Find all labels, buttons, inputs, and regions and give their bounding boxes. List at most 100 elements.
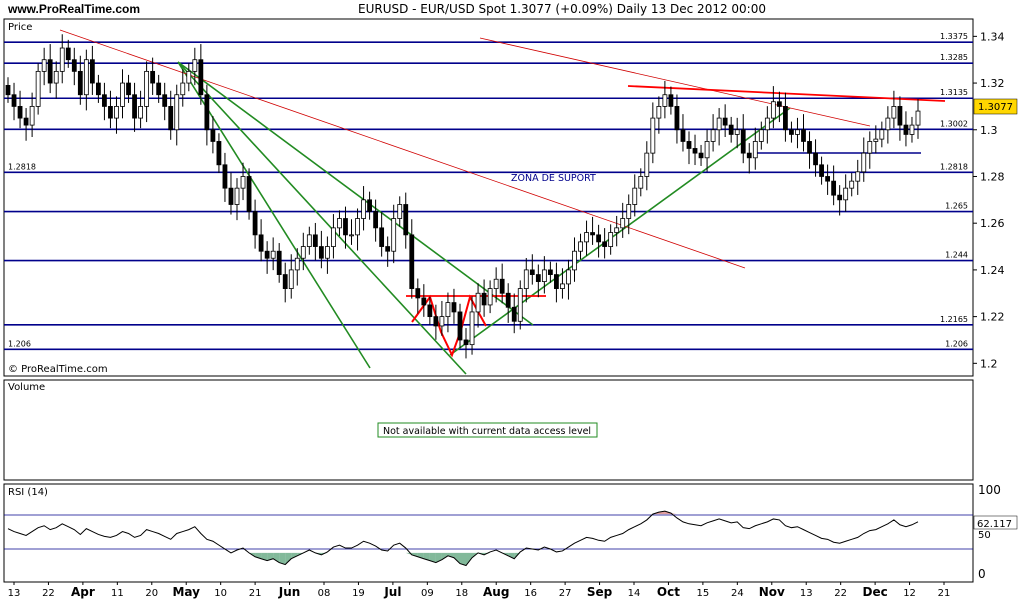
candle-body [270,250,276,259]
candle-body [391,218,397,252]
candle-body [469,311,475,346]
candle-body [5,84,11,96]
candle-body [554,274,559,289]
candle-body [758,129,764,142]
candle-body [385,246,391,252]
candle-body [138,106,143,119]
candle-body [547,269,553,275]
rsi-panel[interactable] [3,483,974,583]
candle-body [867,141,873,154]
trendlines [59,29,946,375]
candle-body [535,274,541,282]
rsi-tick-0: 0 [978,567,986,581]
candle-body [252,211,258,236]
date-tick-label: Aug [483,585,509,599]
level-label: 1.206 [945,339,968,348]
green-uptrend-line [449,107,791,356]
level-label: 1.265 [945,202,968,211]
candle-body [849,180,855,189]
candle-body [626,204,632,219]
candle-body [240,176,246,189]
candle-body [47,59,53,84]
candle-body [108,106,113,119]
candle-body [740,129,746,154]
candle-body [885,117,891,131]
candle-body [475,292,481,313]
candle-body [801,129,806,142]
candle-body [180,82,186,96]
candle-body [861,152,867,173]
candle-body [511,306,517,322]
candle-body [361,199,366,219]
date-tick-label: 19 [352,588,365,599]
candle-body [463,339,469,346]
candle-body [403,204,409,236]
candle-body [246,176,252,212]
candle-body [433,316,439,327]
candle-body [523,269,529,289]
level-label-left: 1.2818 [8,162,36,171]
level-label: 1.244 [945,251,968,260]
candle-body [337,218,342,229]
level-label: 1.2165 [940,315,968,324]
candle-body [355,218,360,236]
red-downtrend-line-2 [479,37,871,127]
candle-body [746,152,752,159]
date-tick-label: 15 [697,588,710,599]
level-label: 1.3135 [940,88,968,97]
date-tick-label: Oct [657,585,680,599]
level-label: 1.2818 [940,162,968,171]
candle-body [493,278,499,289]
candle-body [168,106,174,131]
candle-body [674,106,680,131]
candle-body [819,164,824,177]
last-price-badge [973,98,1018,115]
candle-body [312,234,318,247]
candle-body [879,129,885,140]
candle-body [915,110,921,126]
price-tick-label: 1.32 [980,77,1005,90]
candle-body [457,311,463,341]
candle-body [17,106,23,119]
candle-body [132,94,137,119]
date-tick-label: Dec [863,585,888,599]
candle-body [668,94,674,107]
candle-body [294,257,300,271]
candle-body [891,106,897,119]
candle-body [680,129,686,142]
level-label-left: 1.206 [8,339,31,348]
date-tick-label: 14 [628,588,641,599]
candle-body [855,171,861,182]
rsi-oversold-fill [291,552,298,559]
candle-body [837,194,843,201]
rsi-oversold-fill [459,552,467,566]
candle-body [210,129,216,142]
candle-body [710,129,716,142]
candle-body [65,47,71,61]
candle-body [306,234,312,247]
candle-body [541,269,547,282]
candle-body [415,288,421,299]
rsi-oversold-fill [279,552,286,565]
date-tick-label: 13 [800,588,813,599]
date-axis: 13 22 Apr 11 20 May 10 21 Jun 08 19 Jul 09 18 Aug 16 27 S… [8,582,950,599]
candle-body [692,148,698,154]
date-tick-label: 11 [111,588,124,599]
rsi-oversold-fill [508,552,515,559]
price-tick-label: 1.2 [980,357,998,370]
price-panel[interactable] [3,18,974,377]
data-access-notice-box [377,422,598,438]
site-url[interactable]: www.ProRealTime.com [8,2,141,16]
candle-body [614,227,620,233]
candle-body [566,269,571,285]
candle-body [102,94,107,107]
candle-body [397,204,403,219]
watermark: © ProRealTime.com [8,364,108,375]
candle-body [216,141,222,166]
candle-body [620,218,626,229]
price-tick-label: 1.26 [980,217,1005,230]
red-resistance-line [627,85,946,102]
candle-body [409,234,415,289]
candle-body [644,152,650,177]
